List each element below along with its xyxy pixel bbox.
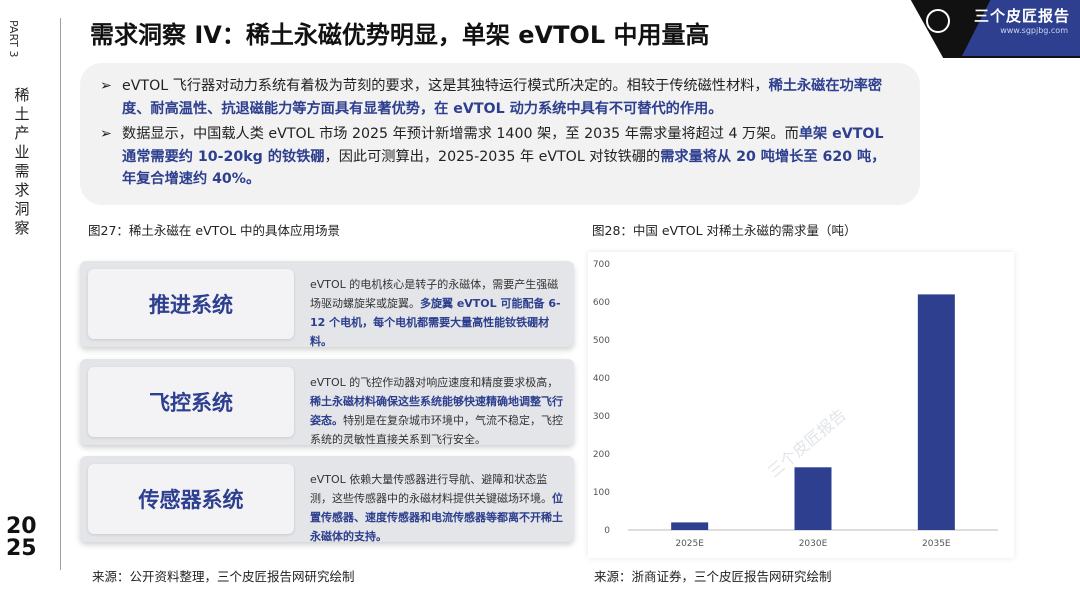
- demand-chart-frame: 0 100 200 300 400 500 600 700 2025E 2030E 2035E: [588, 252, 1014, 558]
- year-top: 20: [6, 514, 37, 539]
- x-tick-label: 2030E: [799, 539, 828, 549]
- card-label: 飞控系统: [88, 367, 294, 437]
- section-char: 察: [14, 219, 30, 237]
- summary-bullet: ➢ 数据显示，中国载人类 eVTOL 市场 2025 年预计新增需求 1400 …: [100, 123, 896, 191]
- part-label-text: PART 3: [7, 20, 20, 58]
- y-tick-label: 400: [593, 374, 610, 384]
- part-label: PART 3: [2, 20, 22, 84]
- application-card-flight-control: 飞控系统 eVTOL 的飞控作动器对响应速度和精度要求极高， 稀土永磁材料确保这些…: [80, 359, 574, 446]
- application-card-propulsion: 推进系统 eVTOL 的电机核心是转子的永磁体，需要产生强磁场驱动螺旋桨或旋翼。…: [80, 261, 574, 348]
- card-highlight: 多旋翼 eVTOL 可能配备 6-12 个电机，每个电机都需要大量高性能钕铁硼材…: [310, 297, 561, 348]
- demand-bar: [794, 467, 832, 530]
- year-bottom: 25: [6, 536, 37, 561]
- card-text: eVTOL 依赖大量传感器进行导航、避障和状态监测，这些传感器中的永磁材料提供关…: [310, 473, 552, 505]
- demand-bar: [917, 294, 955, 530]
- y-tick-label: 100: [593, 488, 610, 498]
- application-card-sensors: 传感器系统 eVTOL 依赖大量传感器进行导航、避障和状态监测，这些传感器中的永…: [80, 456, 574, 543]
- card-description: eVTOL 依赖大量传感器进行导航、避障和状态监测，这些传感器中的永磁材料提供关…: [310, 470, 566, 546]
- logo-url: www.sgpjbg.com: [1000, 26, 1068, 35]
- card-highlight: 位置传感器、速度传感器和电流传感器等都离不开稀土永磁体的支持。: [310, 492, 563, 543]
- y-tick-label: 200: [593, 450, 610, 460]
- bullet-highlight: 单架 eVTOL 通常需要约 10-20kg 的钕铁硼: [122, 126, 884, 165]
- bullet-highlight: 需求量将从 20 吨增长至 620 吨，年复合增速约 40%。: [122, 148, 886, 188]
- logo-name: 三个皮匠报告: [973, 7, 1070, 25]
- rail-divider: [60, 18, 61, 570]
- section-char: 稀: [14, 86, 30, 104]
- card-text: eVTOL 的电机核心是转子的永磁体，需要产生强磁场驱动螺旋桨或旋翼。: [310, 278, 559, 310]
- bullet-highlight: 稀土永磁在功率密度、耐高温性、抗退磁能力等方面具有显著优势，在 eVTOL 动力…: [122, 78, 883, 117]
- y-tick-label: 300: [593, 412, 610, 422]
- section-char: 求: [14, 181, 30, 199]
- section-char: 产: [14, 124, 30, 142]
- summary-panel: ➢ eVTOL 飞行器对动力系统有着极为苛刻的要求，这是其独特运行模式所决定的。…: [80, 63, 920, 205]
- figure-27-caption: 图27：稀土永磁在 eVTOL 中的具体应用场景: [88, 223, 341, 238]
- bullet-arrow-icon: ➢: [100, 78, 112, 94]
- card-text: eVTOL 的飞控作动器对响应速度和精度要求极高，: [310, 376, 559, 389]
- x-tick-label: 2035E: [922, 539, 951, 549]
- section-char: 需: [14, 162, 30, 180]
- section-char: 洞: [14, 200, 30, 218]
- y-tick-label: 500: [593, 336, 610, 346]
- book-emblem-icon: [926, 9, 950, 33]
- card-tail: 特别是在复杂城市环境中，气流不稳定，飞控系统的灵敏性直接关系到飞行安全。: [310, 414, 563, 446]
- summary-bullet: ➢ eVTOL 飞行器对动力系统有着极为苛刻的要求，这是其独特运行模式所决定的。…: [100, 75, 896, 120]
- year-label: 20 25: [6, 516, 37, 560]
- card-label: 推进系统: [88, 269, 294, 339]
- card-description: eVTOL 的电机核心是转子的永磁体，需要产生强磁场驱动螺旋桨或旋翼。多旋翼 e…: [310, 275, 566, 351]
- page-title: 需求洞察 IV：稀土永磁优势明显，单架 eVTOL 中用量高: [90, 21, 710, 49]
- demand-bar: [671, 522, 709, 530]
- demand-bar-chart: 0 100 200 300 400 500 600 700 2025E 2030E 2035E: [593, 260, 998, 549]
- section-vertical-title: 稀 土 产 业 需 求 洞 察: [12, 86, 32, 238]
- bullet-text: ，因此可测算出，2025-2035 年 eVTOL 对钕铁硼的: [324, 148, 661, 165]
- y-tick-label: 0: [604, 526, 610, 536]
- y-tick-label: 600: [593, 298, 610, 308]
- figure-27-source: 来源：公开资料整理，三个皮匠报告网研究绘制: [92, 569, 355, 584]
- y-tick-label: 700: [593, 260, 610, 270]
- section-char: 土: [14, 105, 30, 123]
- brand-logo[interactable]: 三个皮匠报告 www.sgpjbg.com: [900, 0, 1080, 58]
- figure-28-caption: 图28：中国 eVTOL 对稀土永磁的需求量（吨）: [592, 223, 857, 238]
- card-label: 传感器系统: [88, 464, 294, 534]
- bullet-text: eVTOL 飞行器对动力系统有着极为苛刻的要求，这是其独特运行模式所决定的。相较…: [122, 78, 769, 94]
- card-highlight: 稀土永磁材料确保这些系统能够快速精确地调整飞行姿态。: [310, 395, 563, 427]
- figure-28-source: 来源：浙商证券，三个皮匠报告网研究绘制: [594, 569, 832, 584]
- x-tick-label: 2025E: [675, 539, 704, 549]
- card-description: eVTOL 的飞控作动器对响应速度和精度要求极高， 稀土永磁材料确保这些系统能够快…: [310, 373, 566, 449]
- bullet-arrow-icon: ➢: [100, 126, 112, 142]
- section-char: 业: [14, 143, 30, 161]
- bullet-text: 数据显示，中国载人类 eVTOL 市场 2025 年预计新增需求 1400 架，…: [122, 126, 799, 142]
